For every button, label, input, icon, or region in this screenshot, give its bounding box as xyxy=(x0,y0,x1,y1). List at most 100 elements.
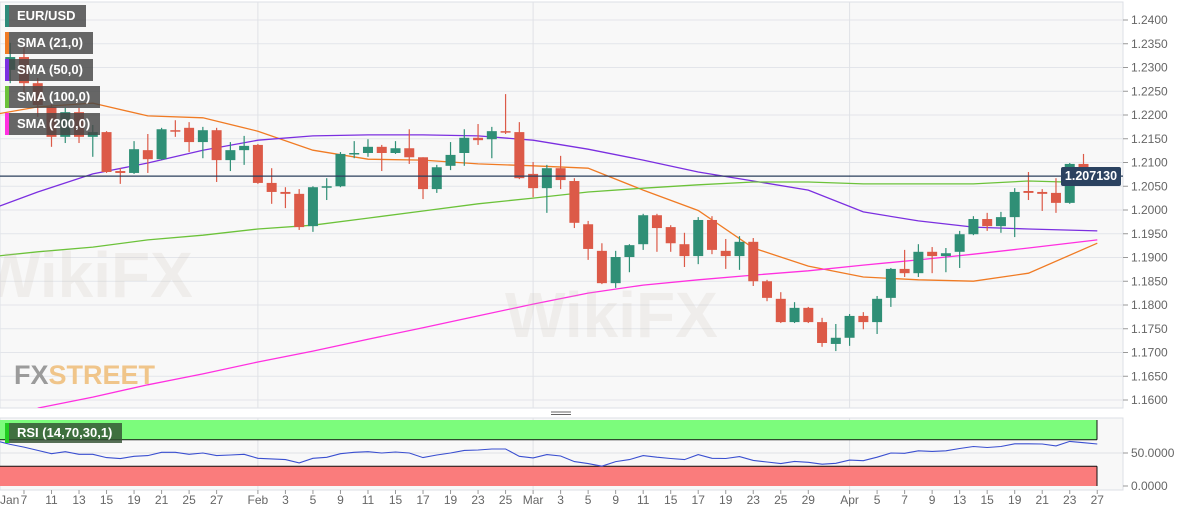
y-tick-label: 1.1800 xyxy=(1131,298,1168,312)
candle-body xyxy=(913,251,924,274)
candle-body xyxy=(775,298,786,323)
candle-body xyxy=(294,193,305,228)
x-tick-label: 23 xyxy=(471,493,485,507)
legend-label: SMA (100,0) xyxy=(17,89,91,104)
y-tick-label: 1.2200 xyxy=(1131,108,1168,122)
candle-body xyxy=(445,154,456,166)
legend-sma50[interactable]: SMA (50,0) xyxy=(5,59,93,81)
candle xyxy=(404,129,415,164)
candle-body xyxy=(817,322,828,343)
candle xyxy=(583,220,594,260)
candle xyxy=(184,122,195,153)
candle-body xyxy=(1050,192,1061,203)
pane-resize-handle[interactable] xyxy=(551,411,571,415)
candle-body xyxy=(610,257,621,284)
y-tick-label: 1.2000 xyxy=(1131,203,1168,217)
candle xyxy=(225,142,236,172)
candle-body xyxy=(830,337,841,344)
legend-rsi[interactable]: RSI (14,70,30,1) xyxy=(5,423,123,443)
rsi-y-tick-label: 0.0000 xyxy=(1131,479,1168,493)
y-tick-label: 1.1700 xyxy=(1131,346,1168,360)
candle-body xyxy=(720,250,731,257)
candle-body xyxy=(404,148,415,158)
candle xyxy=(844,314,855,346)
candle-body xyxy=(321,186,332,188)
x-tick-label: 25 xyxy=(182,493,196,507)
legend-sma100[interactable]: SMA (100,0) xyxy=(5,86,101,108)
y-tick-label: 1.1650 xyxy=(1131,369,1168,383)
candle-body xyxy=(789,307,800,323)
candle-body xyxy=(1023,191,1034,193)
candle-body xyxy=(528,173,539,189)
candle xyxy=(940,248,951,273)
y-tick-label: 1.2250 xyxy=(1131,84,1168,98)
candle xyxy=(1009,188,1020,238)
candle xyxy=(170,120,181,137)
candle xyxy=(500,94,511,134)
candle xyxy=(541,164,552,213)
candle-body xyxy=(184,127,195,143)
candle-body xyxy=(239,145,250,151)
candle xyxy=(376,144,387,172)
candle-body xyxy=(583,224,594,249)
x-tick-label: Feb xyxy=(248,493,269,507)
x-tick-label: 27 xyxy=(210,493,224,507)
x-tick-label: 15 xyxy=(664,493,678,507)
x-tick-label: 17 xyxy=(692,493,706,507)
candle-body xyxy=(995,217,1006,227)
y-tick-label: 1.2300 xyxy=(1131,61,1168,75)
candle xyxy=(596,243,607,285)
candle-body xyxy=(335,153,346,187)
candle xyxy=(459,129,470,166)
candle xyxy=(762,279,773,302)
candle-body xyxy=(638,215,649,245)
candle xyxy=(418,157,429,200)
legend-sma21[interactable]: SMA (21,0) xyxy=(5,32,93,54)
candle-body xyxy=(940,253,951,257)
x-tick-label: Jan xyxy=(0,493,19,507)
candle xyxy=(349,141,360,159)
candle xyxy=(610,250,621,288)
candle-body xyxy=(280,191,291,194)
x-tick-label: 3 xyxy=(557,493,564,507)
candle-body xyxy=(459,137,470,153)
x-tick-label: 23 xyxy=(1063,493,1077,507)
candle-body xyxy=(968,219,979,235)
candle xyxy=(555,155,566,190)
x-tick-label: Mar xyxy=(523,493,544,507)
candle-body xyxy=(500,131,511,133)
candle-body xyxy=(885,268,896,298)
rsi-line xyxy=(0,440,1098,467)
logo-street: STREET xyxy=(48,360,156,390)
legend-color-swatch xyxy=(5,86,9,108)
candle-body xyxy=(844,315,855,338)
candle-body xyxy=(129,149,140,173)
candle xyxy=(954,230,965,268)
candle-body xyxy=(431,167,442,190)
x-tick-label: 11 xyxy=(362,493,375,507)
candle-body xyxy=(486,131,497,140)
y-tick-label: 1.1750 xyxy=(1131,322,1168,336)
x-tick-label: 13 xyxy=(953,493,967,507)
candle xyxy=(734,236,745,270)
candle-body xyxy=(624,245,635,258)
candle-body xyxy=(596,250,607,284)
y-tick-label: 1.2050 xyxy=(1131,179,1168,193)
x-tick-label: 15 xyxy=(100,493,114,507)
candle-body xyxy=(307,187,318,227)
legend-sma200[interactable]: SMA (200,0) xyxy=(5,113,101,135)
candle-body xyxy=(679,244,690,257)
candle-body xyxy=(982,219,993,227)
x-tick-label: 15 xyxy=(981,493,995,507)
legend-eurusd[interactable]: EUR/USD xyxy=(5,5,86,27)
candle xyxy=(624,244,635,273)
candle-body xyxy=(142,150,153,160)
candle-body xyxy=(665,227,676,244)
candle-body xyxy=(555,168,566,181)
candle xyxy=(858,312,869,330)
legend-color-swatch xyxy=(5,113,9,135)
legend-color-swatch xyxy=(5,59,9,81)
x-tick-label: 11 xyxy=(637,493,650,507)
candle xyxy=(720,238,731,269)
